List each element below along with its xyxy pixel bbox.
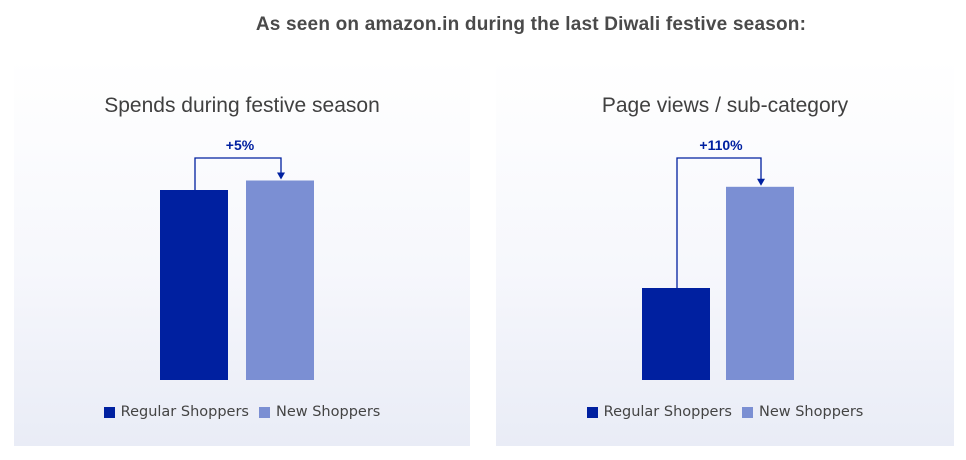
bar-regular-shoppers [642,288,710,380]
chart-title: Spends during festive season [104,94,380,117]
legend-swatch-regular [103,406,115,418]
legend-swatch-new [741,406,753,418]
legend-item-regular: Regular Shoppers [586,404,732,420]
growth-arrow-head [277,172,285,180]
legend-swatch-regular [586,406,598,418]
bar-regular-shoppers [160,190,228,380]
growth-connector-line [194,157,282,190]
legend-item-regular: Regular Shoppers [103,404,249,420]
legend-label-regular: Regular Shoppers [603,404,732,420]
growth-connector-line [676,157,762,288]
legend-item-new: New Shoppers [741,404,864,420]
legend-label-new: New Shoppers [275,404,381,420]
chart-plot-spends: +5% [160,137,314,380]
chart-legend: Regular Shoppers New Shoppers [14,404,470,420]
legend-label-regular: Regular Shoppers [120,404,249,420]
headline: As seen on amazon.in during the last Diw… [255,14,807,35]
bar-new-shoppers [246,180,314,380]
legend-swatch-new [258,406,270,418]
bar-new-shoppers [726,186,794,380]
chart-legend: Regular Shoppers New Shoppers [496,404,954,420]
chart-panel-page-views: Page views / sub-category +110% Regular … [496,58,954,446]
legend-label-new: New Shoppers [758,404,864,420]
growth-annotation: +5% [226,137,255,153]
growth-arrow-head [757,178,765,186]
chart-title: Page views / sub-category [601,94,849,117]
chart-plot-page-views: +110% [642,137,794,380]
chart-panel-spends: Spends during festive season +5% Regular… [14,58,470,446]
growth-annotation: +110% [699,137,743,153]
legend-item-new: New Shoppers [258,404,381,420]
